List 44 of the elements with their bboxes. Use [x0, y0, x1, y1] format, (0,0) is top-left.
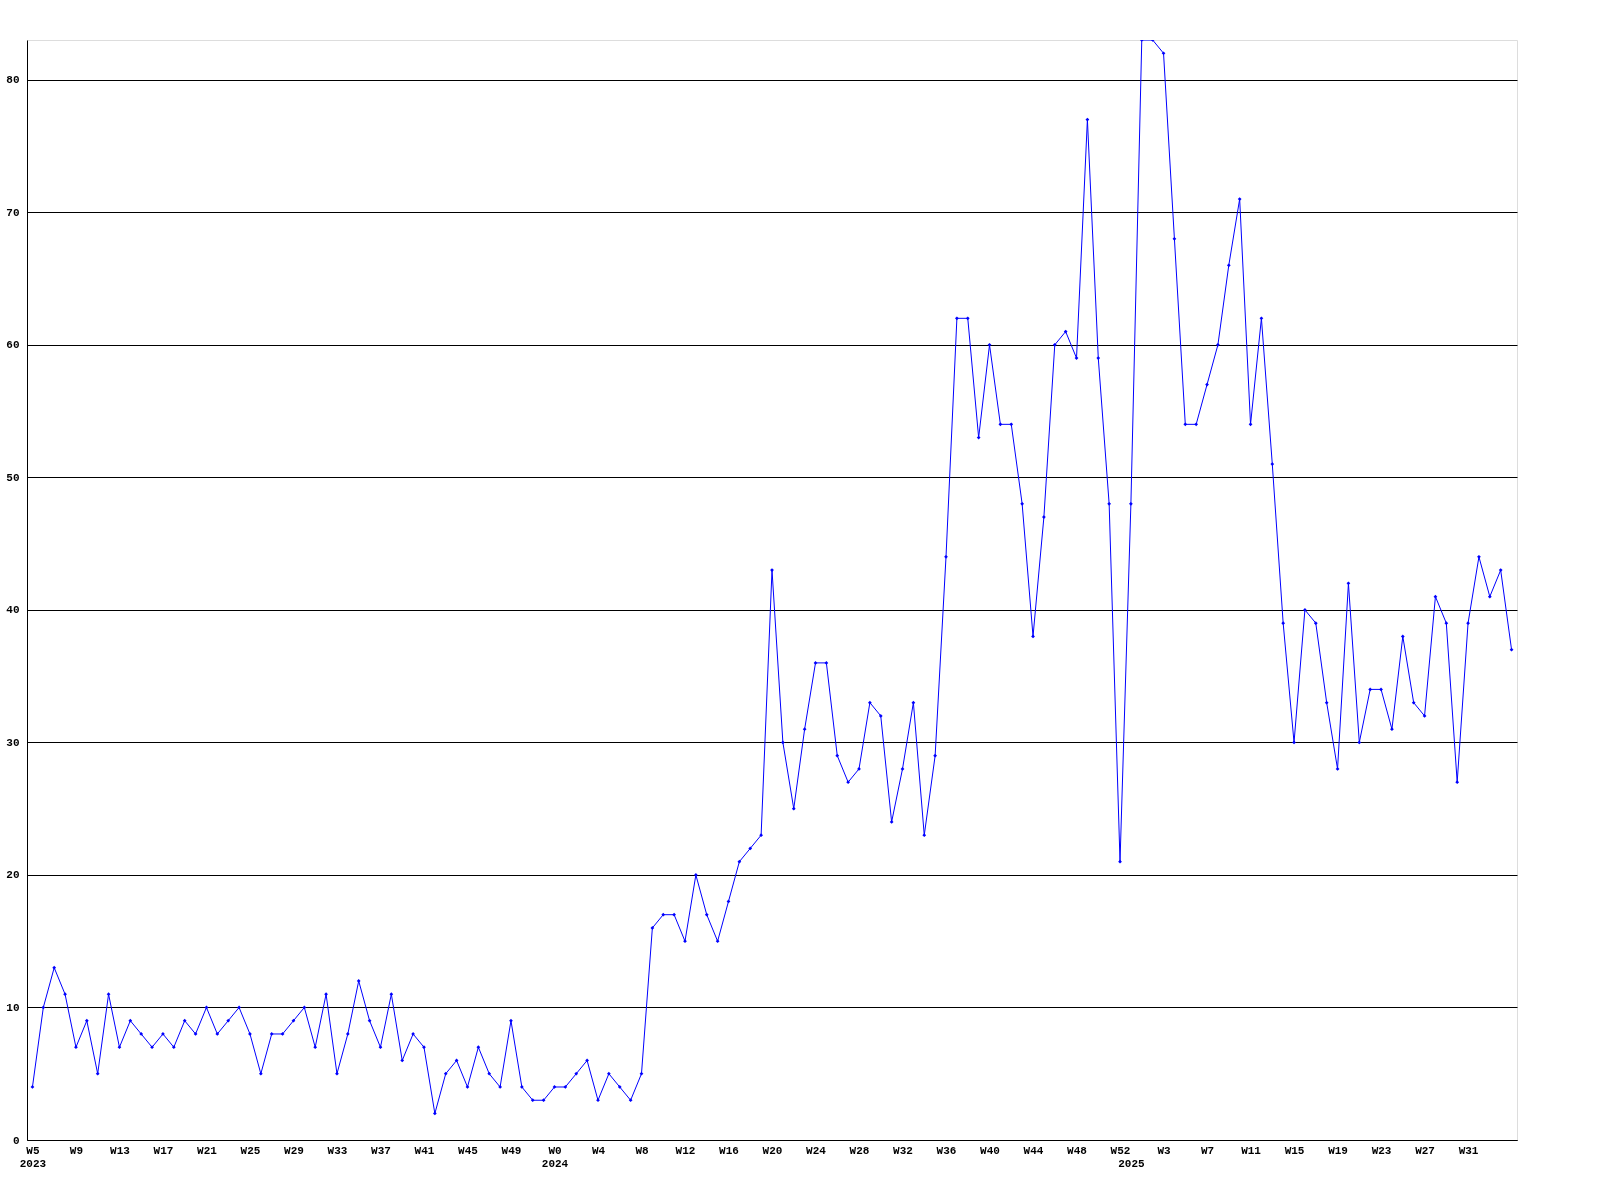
x-tick-label: W32	[893, 1144, 913, 1157]
x-tick-label: W19	[1328, 1144, 1348, 1157]
x-tick-label: W4	[591, 1144, 606, 1157]
x-tick-label: W23	[1371, 1144, 1392, 1157]
x-tick-label: W27	[1415, 1144, 1435, 1157]
x-tick-label: W7	[1200, 1144, 1215, 1157]
x-tick-label: W25	[240, 1144, 261, 1157]
x-tick-label: W36	[936, 1144, 957, 1157]
x-tick-label: W45	[458, 1144, 479, 1157]
x-tick-label: W20	[762, 1144, 783, 1157]
y-tick-label: 70	[6, 206, 20, 219]
y-tick-label: 60	[6, 339, 20, 352]
x-tick-label: W5 2023	[19, 1144, 47, 1170]
y-tick-label: 80	[6, 74, 20, 87]
y-tick-label: 20	[6, 869, 20, 882]
y-tick-label: 30	[6, 736, 20, 749]
x-tick-label: W16	[719, 1144, 739, 1157]
x-tick-label: W21	[197, 1144, 218, 1157]
x-tick-label: W0 2024	[541, 1144, 569, 1170]
x-tick-label: W41	[414, 1144, 435, 1157]
x-tick-label: W31	[1458, 1144, 1479, 1157]
x-tick-label: W3	[1157, 1144, 1172, 1157]
x-tick-label: W9	[69, 1144, 84, 1157]
x-tick-label: W28	[849, 1144, 870, 1157]
x-tick-label: W17	[153, 1144, 174, 1157]
y-tick-label: 50	[6, 471, 20, 484]
x-tick-label: W49	[501, 1144, 522, 1157]
x-tick-label: W40	[980, 1144, 1000, 1157]
x-tick-label: 2025	[1118, 1157, 1146, 1170]
y-tick-label: 0	[12, 1134, 20, 1147]
x-tick-label: W44	[1023, 1144, 1044, 1157]
x-tick-label: W29	[284, 1144, 304, 1157]
x-tick-label: W52	[1110, 1144, 1131, 1157]
x-tick-label: W48	[1067, 1144, 1088, 1157]
x-tick-label: W15	[1284, 1144, 1305, 1157]
y-tick-label: 40	[6, 604, 20, 617]
x-tick-label: W33	[327, 1144, 348, 1157]
x-tick-label: W13	[110, 1144, 131, 1157]
y-tick-label: 10	[6, 1001, 20, 1014]
x-tick-label: W24	[806, 1144, 827, 1157]
x-tick-label: W12	[675, 1144, 696, 1157]
x-tick-label: W8	[635, 1144, 649, 1157]
x-tick-label: W37	[371, 1144, 391, 1157]
x-tick-label: W11	[1241, 1144, 1262, 1157]
